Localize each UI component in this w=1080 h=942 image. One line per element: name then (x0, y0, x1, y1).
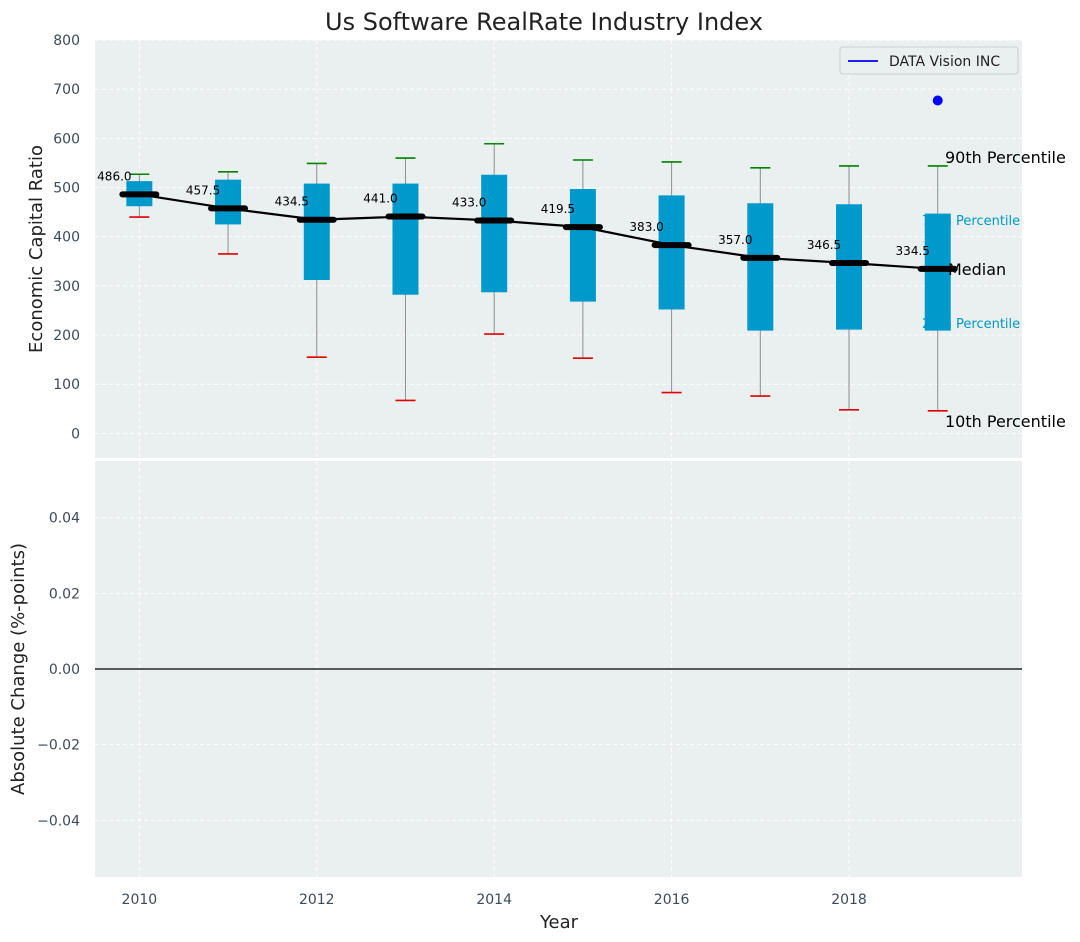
median-value-label: 357.0 (718, 233, 752, 247)
chart-title: Us Software RealRate Industry Index (325, 8, 763, 36)
top-y-axis-label: Economic Capital Ratio (26, 145, 47, 353)
x-axis-label: Year (539, 912, 579, 933)
company-point (932, 95, 943, 106)
median-value-label: 383.0 (629, 220, 663, 234)
bottom-y-ticks: −0.04 −0.02 0.00 0.02 0.04 (37, 511, 80, 830)
p10-annotation: 10th Percentile (945, 412, 1066, 431)
top-gridlines (95, 39, 1022, 458)
top-y-ticks: 0 100 200 300 400 500 600 700 800 (53, 33, 80, 442)
median-value-label: 346.5 (807, 238, 841, 252)
median-value-label: 441.0 (363, 192, 397, 206)
x-tick-label: 2012 (299, 892, 335, 908)
median-annotation: Median (948, 260, 1006, 279)
top-y-tick-label: 0 (71, 426, 80, 442)
median-value-label: 433.0 (452, 195, 486, 209)
iqr-box (836, 204, 863, 330)
bottom-y-axis-label: Absolute Change (%-points) (8, 543, 29, 795)
x-ticks: 2010 2012 2014 2016 2018 (122, 892, 867, 908)
iqr-box (747, 203, 774, 331)
median-trend (139, 193, 938, 271)
bottom-y-tick-label: −0.04 (37, 813, 80, 829)
p90-annotation: 90th Percentile (945, 148, 1066, 167)
median-value-labels: 486.0 457.5 434.5 441.0 433.0 419.5 383.0 357.0… (97, 169, 930, 258)
bottom-y-tick-label: −0.02 (37, 738, 80, 754)
top-y-tick-label: 600 (53, 131, 80, 147)
top-y-tick-label: 100 (53, 377, 80, 393)
x-tick-label: 2010 (122, 892, 158, 908)
median-line (139, 193, 938, 271)
median-value-label: 434.5 (275, 195, 309, 209)
legend: DATA Vision INC (839, 46, 1019, 75)
iqr-box (303, 183, 330, 280)
iqr-box (215, 179, 242, 225)
top-y-tick-label: 300 (53, 279, 80, 295)
median-value-label: 457.5 (186, 183, 220, 197)
x-tick-label: 2016 (654, 892, 690, 908)
median-value-label: 486.0 (97, 169, 131, 183)
bottom-y-tick-label: 0.04 (49, 511, 80, 527)
top-y-tick-label: 800 (53, 33, 80, 49)
top-y-tick-label: 200 (53, 328, 80, 344)
iqr-box (569, 189, 596, 302)
median-value-label: 334.5 (896, 244, 930, 258)
x-tick-label: 2014 (476, 892, 512, 908)
median-value-label: 419.5 (541, 202, 575, 216)
iqr-box (481, 174, 508, 293)
p25-annotation: 25th Percentile (922, 317, 1020, 332)
iqr-box (658, 195, 685, 310)
top-y-tick-label: 700 (53, 82, 80, 98)
iqr-box (392, 183, 419, 295)
top-y-tick-label: 400 (53, 230, 80, 246)
p75-annotation: 75th Percentile (922, 214, 1020, 229)
bottom-y-tick-label: 0.02 (49, 586, 80, 602)
bottom-y-tick-label: 0.00 (49, 662, 80, 678)
top-plot-area (95, 40, 1022, 458)
legend-label: DATA Vision INC (889, 54, 1000, 70)
iqr-box (924, 213, 951, 331)
top-y-tick-label: 500 (53, 181, 80, 197)
x-tick-label: 2018 (831, 892, 867, 908)
